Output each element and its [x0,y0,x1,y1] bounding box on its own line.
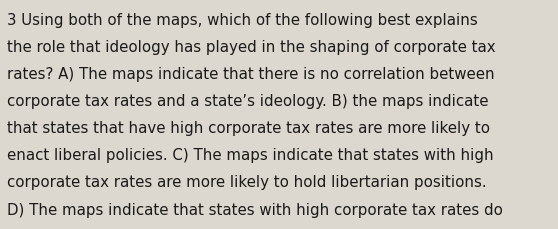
Text: the role that ideology has played in the shaping of corporate tax: the role that ideology has played in the… [7,40,496,55]
Text: enact liberal policies. C) The maps indicate that states with high: enact liberal policies. C) The maps indi… [7,148,493,163]
Text: corporate tax rates are more likely to hold libertarian positions.: corporate tax rates are more likely to h… [7,175,487,190]
Text: that states that have high corporate tax rates are more likely to: that states that have high corporate tax… [7,121,490,136]
Text: 3 Using both of the maps, which of the following best explains: 3 Using both of the maps, which of the f… [7,13,478,27]
Text: rates? A) The maps indicate that there is no correlation between: rates? A) The maps indicate that there i… [7,67,494,82]
Text: D) The maps indicate that states with high corporate tax rates do: D) The maps indicate that states with hi… [7,202,503,217]
Text: corporate tax rates and a state’s ideology. B) the maps indicate: corporate tax rates and a state’s ideolo… [7,94,488,109]
